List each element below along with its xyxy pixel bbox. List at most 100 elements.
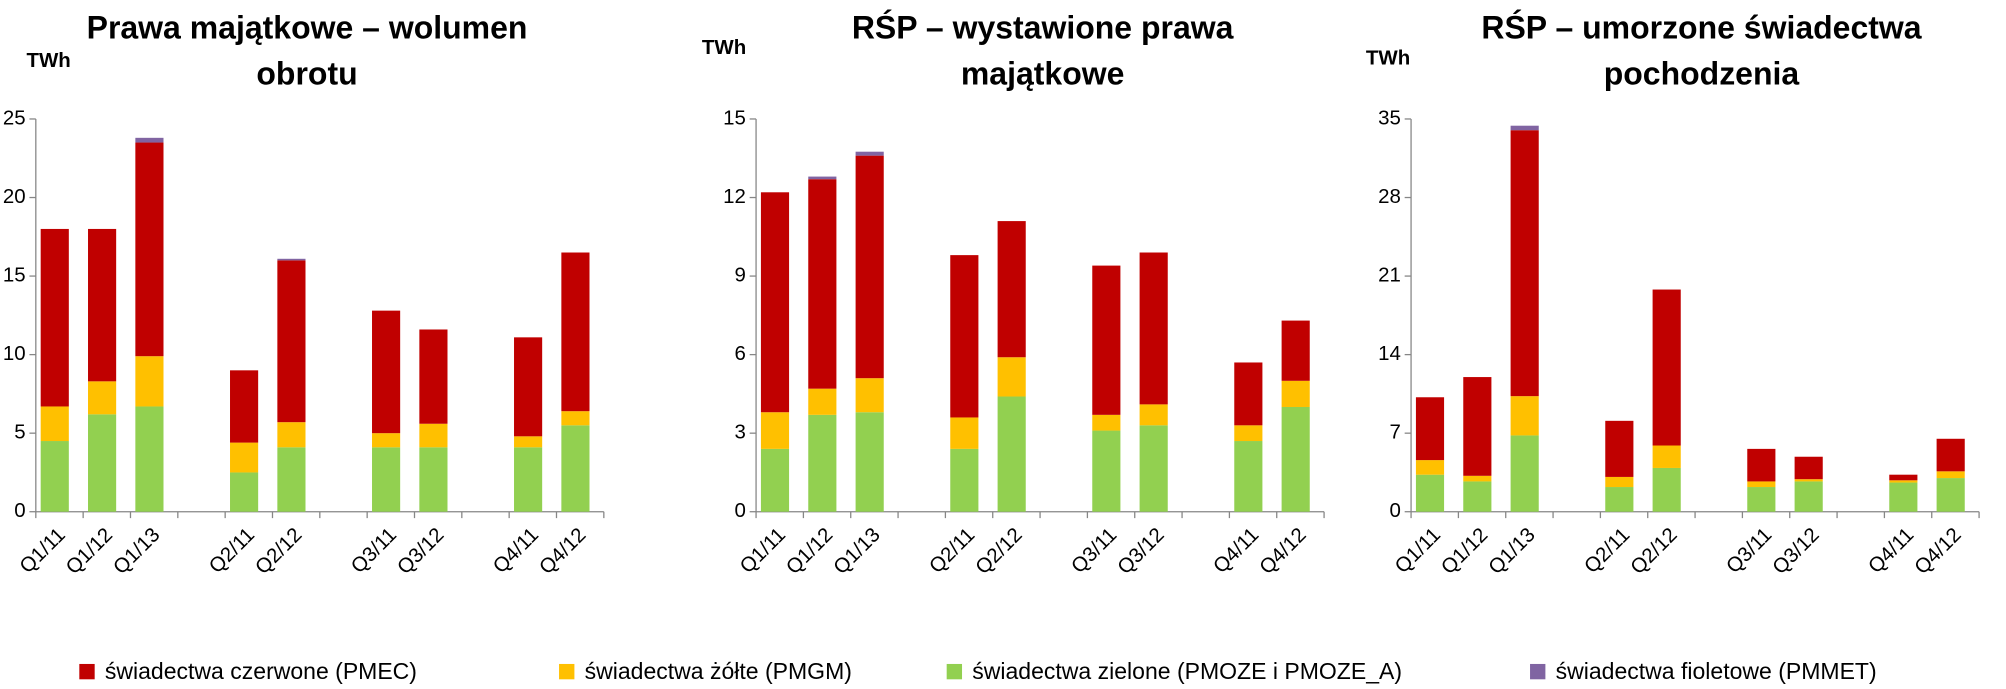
y-tick-label: 28: [1378, 185, 1401, 208]
bar-segment: [230, 472, 259, 512]
bar-segment: [808, 179, 837, 389]
bar-segment: [230, 370, 259, 443]
y-axis-label: TWh: [702, 36, 746, 59]
bar-segment: [1092, 265, 1121, 415]
x-tick-label: Q2/11: [925, 523, 980, 578]
bar-segment: [514, 337, 543, 437]
x-tick-label: Q2/12: [1626, 523, 1682, 579]
bar-segment: [997, 396, 1026, 512]
bar-segment: [855, 151, 884, 156]
bar-segment: [561, 425, 590, 512]
bar-segment: [808, 388, 837, 415]
x-tick-label: Q3/11: [1067, 523, 1122, 578]
bar-segment: [997, 221, 1026, 358]
bar-segment: [1794, 481, 1823, 512]
y-tick-label: 7: [1389, 421, 1400, 444]
bar-segment: [1652, 445, 1681, 468]
legend-label: świadectwa czerwone (PMEC): [105, 658, 417, 684]
y-tick-label: 0: [734, 499, 745, 522]
bar-segment: [1092, 414, 1121, 431]
bar-segment: [1139, 425, 1168, 512]
x-tick-label: Q1/13: [109, 523, 165, 579]
bar-segment: [1415, 397, 1445, 461]
x-tick-label: Q1/11: [1390, 523, 1445, 578]
legend-swatch: [946, 663, 963, 680]
y-tick-label: 25: [3, 106, 26, 129]
x-tick-label: Q4/12: [1910, 523, 1966, 579]
bar-segment: [1936, 471, 1965, 479]
bar-segment: [419, 447, 448, 512]
x-tick-label: Q2/12: [251, 523, 307, 579]
bar-segment: [372, 310, 401, 434]
bar-segment: [40, 441, 69, 512]
bar-segment: [40, 406, 69, 442]
x-tick-label: Q2/12: [971, 523, 1027, 579]
bar-segment: [1747, 487, 1776, 512]
bar-segment: [1510, 130, 1539, 397]
y-tick-label: 15: [3, 263, 26, 286]
bar-segment: [1794, 456, 1823, 480]
bar-segment: [1936, 438, 1965, 472]
bar-segment: [372, 447, 401, 512]
y-tick-label: 10: [3, 342, 26, 365]
y-tick-label: 35: [1378, 106, 1401, 129]
legend-label: świadectwa zielone (PMOZE i PMOZE_A): [972, 658, 1402, 684]
bar-segment: [855, 378, 884, 413]
bar-segment: [277, 258, 306, 261]
x-tick-label: Q1/11: [735, 523, 790, 578]
bar-segment: [1936, 478, 1965, 512]
y-axis-label: TWh: [1366, 46, 1410, 69]
bar-segment: [135, 356, 164, 407]
y-tick-label: 20: [3, 185, 26, 208]
bar-segment: [1415, 460, 1445, 475]
x-tick-label: Q1/12: [1437, 523, 1493, 579]
chart-title: RŚP – umorzone świadectwa pochodzenia: [1481, 10, 1922, 93]
x-tick-label: Q1/13: [1484, 523, 1540, 579]
y-tick-label: 0: [1389, 499, 1400, 522]
x-tick-label: Q4/12: [1255, 523, 1311, 579]
bar-segment: [1510, 125, 1539, 131]
bar-segment: [1889, 482, 1918, 512]
bar-segment: [88, 228, 117, 382]
bar-segment: [1747, 448, 1776, 482]
chart-title: RŚP – wystawione prawa majątkowe: [851, 10, 1234, 93]
bar-segment: [561, 411, 590, 426]
legend-swatch: [559, 663, 575, 680]
bar-segment: [1747, 481, 1776, 488]
legend-swatch: [79, 663, 95, 680]
bar-segment: [1605, 476, 1634, 488]
bar-segment: [1234, 441, 1263, 512]
x-tick-label: Q1/12: [782, 523, 838, 579]
bar-segment: [1234, 425, 1263, 442]
x-tick-label: Q3/11: [347, 523, 402, 578]
x-tick-label: Q3/12: [1113, 523, 1169, 579]
bar-segment: [419, 329, 448, 424]
bar-segment: [561, 252, 590, 412]
x-tick-label: Q3/11: [1722, 523, 1777, 578]
bar-segment: [1510, 396, 1539, 436]
bar-segment: [1463, 377, 1492, 476]
x-tick-label: Q4/11: [1864, 523, 1919, 578]
bar-segment: [230, 442, 259, 473]
bar-segment: [277, 422, 306, 448]
bar-segment: [997, 357, 1026, 397]
x-tick-label: Q3/12: [1768, 523, 1824, 579]
legend-label: świadectwa żółte (PMGM): [585, 658, 852, 684]
y-tick-label: 9: [734, 263, 745, 286]
x-tick-label: Q3/12: [393, 523, 449, 579]
bar-segment: [514, 447, 543, 512]
bar-segment: [1139, 252, 1168, 405]
y-tick-label: 6: [734, 342, 745, 365]
bar-segment: [1463, 475, 1492, 482]
bar-segment: [135, 142, 164, 357]
bar-segment: [760, 448, 790, 512]
bar-segment: [1889, 474, 1918, 481]
bar-segment: [950, 448, 979, 512]
x-tick-label: Q1/13: [829, 523, 885, 579]
x-tick-label: Q4/11: [1209, 523, 1264, 578]
y-tick-label: 21: [1378, 263, 1401, 286]
legend-swatch: [1530, 663, 1546, 680]
x-tick-label: Q1/11: [15, 523, 70, 578]
bar-segment: [277, 447, 306, 512]
